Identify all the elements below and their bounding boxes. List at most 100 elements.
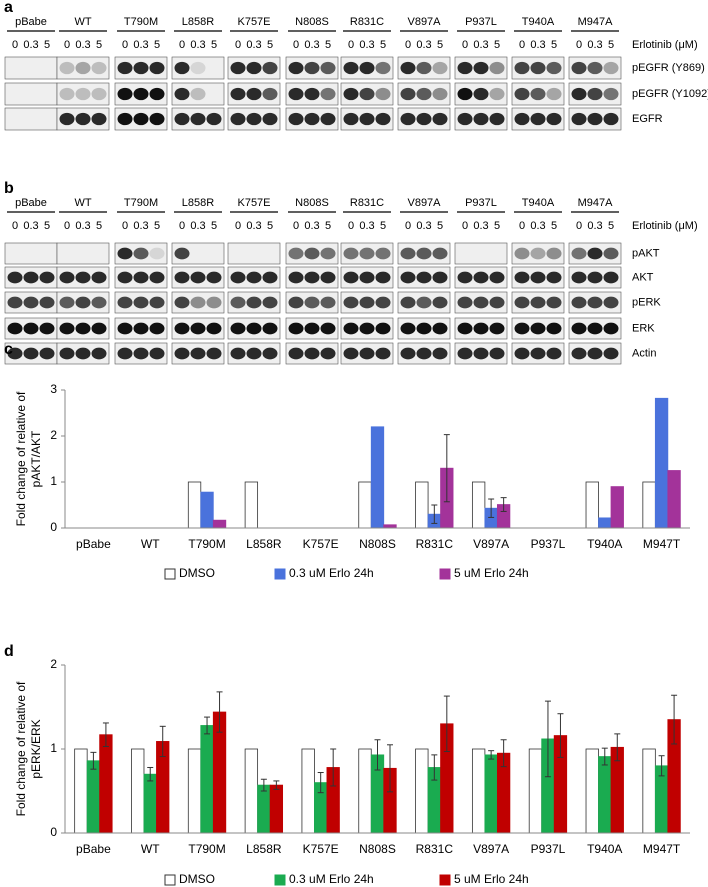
dose-label: 0.3 xyxy=(133,39,148,51)
dose-label: 0.3 xyxy=(359,220,374,232)
blot-band xyxy=(489,112,505,126)
blot-band xyxy=(530,61,546,75)
lane-label: M947A xyxy=(578,16,614,28)
blot-band xyxy=(343,296,359,309)
x-tick-label: WT xyxy=(141,537,160,551)
blot-band xyxy=(473,271,489,284)
blot-band xyxy=(230,112,246,126)
dose-label: 5 xyxy=(437,220,443,232)
blot-band xyxy=(304,322,320,335)
error-bar xyxy=(260,778,267,792)
y-axis-label: Fold change of relative of xyxy=(14,391,28,526)
lane-label: L858R xyxy=(182,197,214,209)
blot-band xyxy=(206,296,222,309)
dose-label: 0.3 xyxy=(75,220,90,232)
dose-label: 0.3 xyxy=(23,220,38,232)
blot-band xyxy=(400,61,416,75)
blot-band xyxy=(514,61,530,75)
blot-band xyxy=(320,87,336,101)
dose-label: 0 xyxy=(293,39,299,51)
blot-band xyxy=(514,296,530,309)
blot-band xyxy=(39,296,55,309)
blot-band xyxy=(457,61,473,75)
error-bar xyxy=(273,780,280,790)
blot-band xyxy=(320,347,336,360)
blot-band xyxy=(530,271,546,284)
lane-label: T790M xyxy=(124,16,158,28)
blot-band xyxy=(133,247,149,260)
blot-band xyxy=(230,61,246,75)
blot-band xyxy=(603,61,619,75)
blot-band xyxy=(149,347,165,360)
blot-band xyxy=(359,296,375,309)
blot-band xyxy=(288,112,304,126)
blot-band xyxy=(375,322,391,335)
blot-band xyxy=(230,271,246,284)
blot-band xyxy=(489,61,505,75)
blot-band xyxy=(546,87,562,101)
x-tick-label: N808S xyxy=(359,537,396,551)
bar xyxy=(212,519,227,529)
dose-label: 0.3 xyxy=(304,39,319,51)
bar xyxy=(74,748,88,834)
bar xyxy=(187,481,202,529)
blot-band xyxy=(514,347,530,360)
blot-band xyxy=(190,87,206,101)
y-tick-label: 0 xyxy=(50,825,57,839)
x-tick-label: P937L xyxy=(531,842,566,856)
bar xyxy=(269,784,284,834)
blot-band xyxy=(230,296,246,309)
error-bar xyxy=(614,733,621,762)
bar xyxy=(415,748,429,834)
x-tick-label: L858R xyxy=(246,842,282,856)
blot-band xyxy=(149,61,165,75)
lane-label: V897A xyxy=(407,16,441,28)
blot-band xyxy=(603,247,619,260)
error-bar xyxy=(488,498,495,518)
blot-band xyxy=(432,112,448,126)
blot-lane xyxy=(56,242,110,265)
bar xyxy=(358,481,372,529)
blot-band xyxy=(546,322,562,335)
dose-label: 5 xyxy=(96,220,102,232)
blot-band xyxy=(530,112,546,126)
dose-label: 0 xyxy=(462,220,468,232)
blot-band xyxy=(246,347,262,360)
blot-band xyxy=(514,322,530,335)
row-label: AKT xyxy=(632,271,654,283)
lane-label: T790M xyxy=(124,197,158,209)
blot-band xyxy=(75,271,91,284)
blot-band xyxy=(587,271,603,284)
bar xyxy=(257,784,271,834)
error-bar xyxy=(102,722,109,747)
dose-axis-label: Erlotinib (μM) xyxy=(632,220,698,232)
bar xyxy=(598,756,612,834)
bar xyxy=(585,748,599,834)
lane-label: M947A xyxy=(578,197,614,209)
blot-band xyxy=(59,296,75,309)
blot-band xyxy=(359,112,375,126)
dose-label: 5 xyxy=(608,39,614,51)
legend-label: DMSO xyxy=(179,566,215,580)
legend-swatch xyxy=(274,568,286,580)
blot-lane xyxy=(56,56,110,80)
blot-band xyxy=(320,112,336,126)
blot-band xyxy=(359,347,375,360)
dose-label: 0.3 xyxy=(530,39,545,51)
blot-band xyxy=(375,271,391,284)
blot-band xyxy=(91,87,107,101)
x-tick-label: L858R xyxy=(246,537,282,551)
row-label: pAKT xyxy=(632,247,660,259)
legend-label: 0.3 uM Erlo 24h xyxy=(289,566,374,580)
blot-band xyxy=(190,296,206,309)
blot-band xyxy=(432,247,448,260)
dose-label: 5 xyxy=(608,220,614,232)
y-tick-label: 2 xyxy=(50,428,57,442)
lane-label: T940A xyxy=(522,197,555,209)
blot-band xyxy=(174,296,190,309)
error-bar xyxy=(671,694,678,745)
blot-band xyxy=(571,296,587,309)
blot-band xyxy=(400,322,416,335)
dose-label: 0.3 xyxy=(587,39,602,51)
blot-band xyxy=(174,247,190,260)
